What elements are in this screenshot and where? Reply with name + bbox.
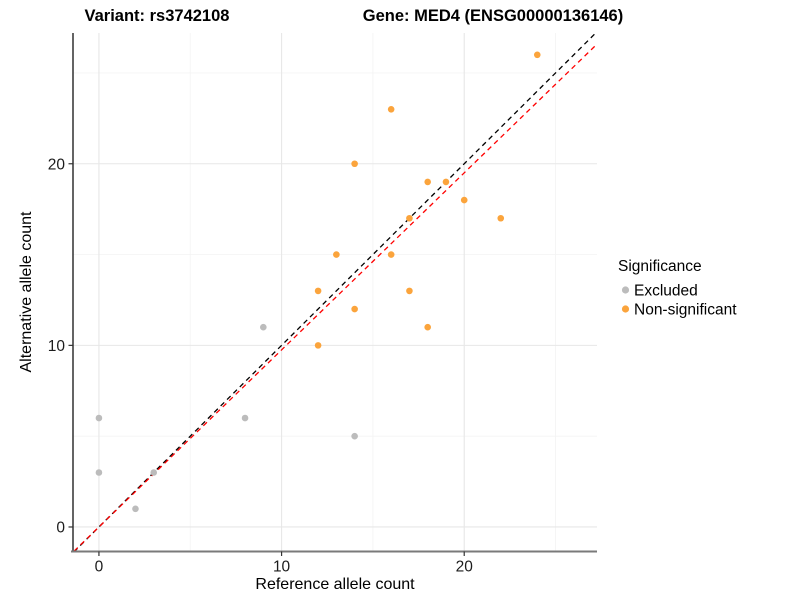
- data-point-excluded: [351, 432, 358, 440]
- data-point-non-significant: [387, 251, 395, 258]
- axis-ticks: 0 10 20 0 10 20: [48, 156, 473, 575]
- fit-line: [73, 43, 597, 552]
- data-point-excluded: [260, 323, 267, 331]
- non-significant-dot-icon: [621, 305, 630, 313]
- variant-title: Variant: rs3742108: [85, 7, 230, 25]
- data-point-excluded: [132, 505, 139, 513]
- data-point-non-significant: [406, 287, 413, 295]
- data-point-non-significant: [406, 214, 413, 222]
- data-point-non-significant: [387, 105, 395, 113]
- data-point-excluded: [95, 469, 103, 476]
- data-point-non-significant: [351, 160, 358, 168]
- data-point-non-significant: [351, 305, 358, 313]
- data-point-non-significant: [424, 323, 431, 331]
- x-tick-label: 20: [456, 559, 474, 576]
- data-point-non-significant: [314, 342, 322, 349]
- gene-title: Gene: MED4 (ENSG00000136146): [363, 7, 623, 25]
- y-axis-title: Alternative allele count: [18, 211, 35, 373]
- y-tick-label: 10: [48, 338, 66, 355]
- y-tick-label: 0: [56, 519, 65, 536]
- data-point-excluded: [241, 414, 249, 422]
- excluded-dot-icon: [621, 286, 630, 294]
- data-point-non-significant: [442, 178, 450, 186]
- x-tick-label: 10: [273, 559, 291, 576]
- data-point-excluded: [95, 414, 103, 422]
- legend-label-excluded: Excluded: [634, 283, 698, 300]
- y-tick-label: 20: [48, 156, 66, 173]
- reference-lines: [73, 33, 597, 552]
- data-point-excluded: [150, 469, 158, 476]
- gridlines: [73, 33, 597, 552]
- data-points: [95, 51, 541, 513]
- identity-line: [73, 33, 597, 552]
- data-point-non-significant: [497, 214, 505, 222]
- x-tick-label: 0: [95, 559, 104, 576]
- data-point-non-significant: [533, 51, 541, 59]
- data-point-non-significant: [424, 178, 431, 186]
- legend-label-non-significant: Non-significant: [634, 302, 737, 319]
- data-point-non-significant: [460, 196, 468, 204]
- data-point-non-significant: [314, 287, 322, 295]
- legend: Significance Excluded Non-significant: [618, 258, 737, 319]
- x-axis-title: Reference allele count: [255, 576, 415, 593]
- legend-title: Significance: [618, 258, 702, 275]
- data-point-non-significant: [333, 251, 340, 258]
